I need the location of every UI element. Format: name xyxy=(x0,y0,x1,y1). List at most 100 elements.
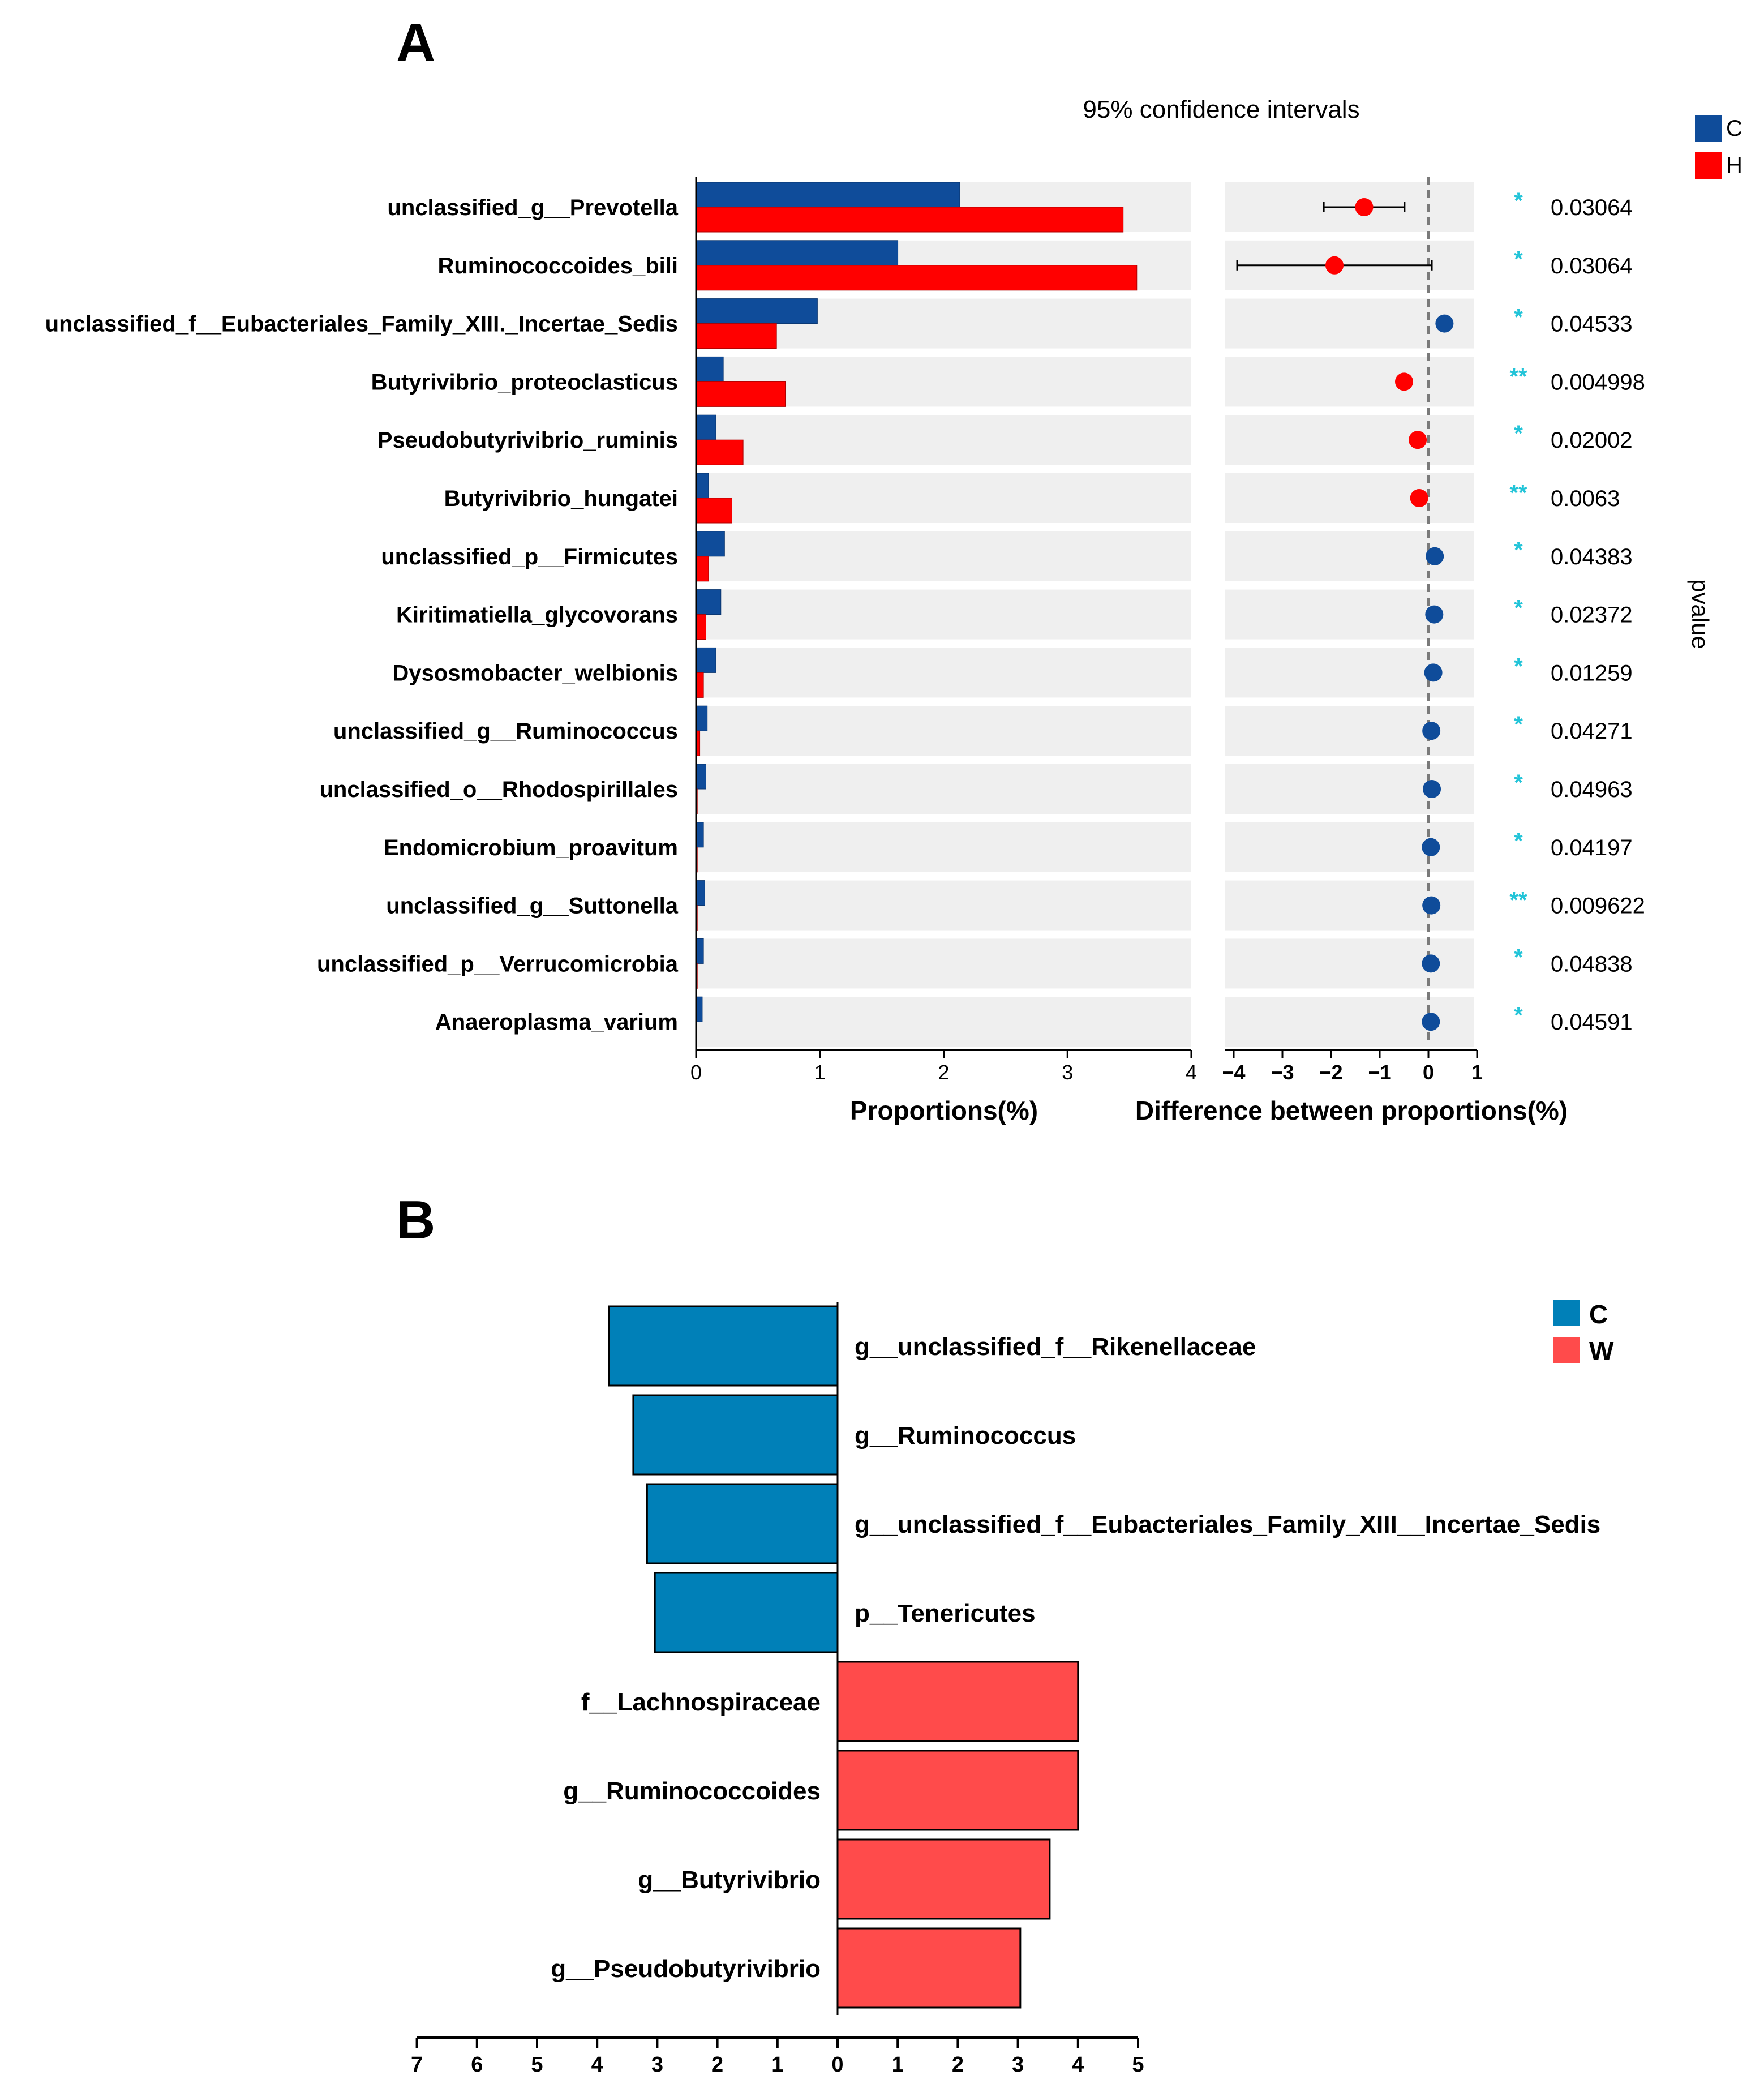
x-tick-label: 7 xyxy=(411,2053,423,2077)
panel-a-bars xyxy=(696,182,1138,1022)
panel-a-legend: C H xyxy=(1695,115,1742,179)
pvalue-text: 0.02002 xyxy=(1551,428,1633,453)
bar-row-background xyxy=(696,822,1191,872)
x-tick-label: 1 xyxy=(892,2053,904,2077)
bar-h xyxy=(696,614,706,640)
ci-x-tick-label: 0 xyxy=(1423,1061,1434,1084)
category-label: Kiritimatiella_glycovorans xyxy=(396,603,678,628)
ci-x-tick-label: 1 xyxy=(1471,1061,1483,1084)
x-tick-label: 1 xyxy=(771,2053,783,2077)
bar-c xyxy=(696,356,724,382)
panel-a-category-labels: unclassified_g__Prevotella Ruminococcoide… xyxy=(45,195,679,1035)
ci-point xyxy=(1422,722,1441,740)
bar-h xyxy=(696,381,786,407)
category-label: Butyrivibrio_hungatei xyxy=(444,486,678,511)
significance-mark: * xyxy=(1514,596,1523,621)
bar-c xyxy=(696,473,709,499)
legend-swatch-c xyxy=(1695,115,1722,142)
ci-point xyxy=(1410,489,1428,507)
ci-point xyxy=(1422,1013,1440,1031)
pvalue-text: 0.04197 xyxy=(1551,835,1633,860)
significance-mark: ** xyxy=(1509,888,1527,913)
legend-label-c: C xyxy=(1726,116,1742,141)
pvalue-text: 0.03064 xyxy=(1551,195,1633,220)
category-label: unclassified_f__Eubacteriales_Family_XII… xyxy=(45,312,678,337)
significance-mark: * xyxy=(1514,829,1523,854)
legend-swatch-h xyxy=(1695,152,1722,179)
x-tick-label: 3 xyxy=(651,2053,663,2077)
legend-label-w-b: W xyxy=(1589,1336,1614,1366)
panel-a-ci-x-axis-label: Difference between proportions(%) xyxy=(1135,1096,1568,1125)
ci-x-tick-label: −3 xyxy=(1271,1061,1294,1084)
legend-label-h: H xyxy=(1726,153,1742,178)
category-label: g__Butyrivibrio xyxy=(638,1866,821,1894)
bar-c xyxy=(696,880,705,906)
bar-c xyxy=(696,764,706,790)
bar-c xyxy=(696,589,722,615)
bar-row-background xyxy=(696,997,1191,1047)
x-tick-label: 3 xyxy=(1062,1061,1073,1084)
panel-b-letter: B xyxy=(396,1190,435,1250)
bar-row-background xyxy=(696,589,1191,640)
bar-c xyxy=(696,996,703,1022)
significance-mark: * xyxy=(1514,247,1523,272)
category-label: unclassified_g__Suttonella xyxy=(386,894,678,919)
pvalue-text: 0.009622 xyxy=(1551,894,1645,919)
bar-c xyxy=(696,938,704,964)
panel-b-x-axis: 7 6 5 4 3 2 1 0 1 2 3 4 5 xyxy=(411,1302,1144,2077)
category-label: unclassified_p__Verrucomicrobia xyxy=(317,951,679,976)
significance-mark: * xyxy=(1514,538,1523,563)
pvalue-axis-label: pvalue xyxy=(1687,579,1714,649)
ci-row-background xyxy=(1225,298,1474,349)
legend-label-c-b: C xyxy=(1589,1300,1608,1329)
bar-c xyxy=(696,240,899,266)
x-tick-label: 4 xyxy=(1072,2053,1084,2077)
x-tick-label: 6 xyxy=(471,2053,483,2077)
bar-row-background xyxy=(696,880,1191,931)
significance-mark: * xyxy=(1514,1003,1523,1028)
significance-mark: * xyxy=(1514,945,1523,970)
pvalue-text: 0.03064 xyxy=(1551,254,1633,278)
ci-point xyxy=(1425,605,1444,624)
pvalue-text: 0.04533 xyxy=(1551,312,1633,337)
ci-x-tick-label: −1 xyxy=(1368,1061,1391,1084)
ci-row-background xyxy=(1225,473,1474,523)
panel-b-category-labels: g__unclassified_f__Rikenellaceae g__Rumin… xyxy=(551,1333,1600,1983)
category-label: g__Ruminococcus xyxy=(855,1422,1076,1450)
pvalue-text: 0.04838 xyxy=(1551,951,1633,976)
bar-c xyxy=(696,531,725,557)
category-label: g__Ruminococcoides xyxy=(563,1777,821,1805)
category-label: g__unclassified_f__Rikenellaceae xyxy=(855,1333,1256,1361)
bar-row-background xyxy=(696,706,1191,756)
bar-c xyxy=(632,1394,839,1476)
significance-mark: * xyxy=(1514,305,1523,330)
ci-point xyxy=(1422,954,1440,973)
bar-c xyxy=(608,1305,839,1387)
bar-row-background xyxy=(696,473,1191,523)
pvalue-column: * 0.03064* 0.03064* 0.04533** 0.004998* 0.020… xyxy=(1509,188,1645,1035)
bar-h xyxy=(696,672,704,698)
category-label: Dysosmobacter_welbionis xyxy=(392,661,678,685)
pvalue-text: 0.04963 xyxy=(1551,777,1633,802)
x-tick-label: 4 xyxy=(591,2053,603,2077)
bar-row-background xyxy=(696,938,1191,989)
bar-c xyxy=(696,822,704,848)
significance-mark: ** xyxy=(1509,481,1527,505)
pvalue-text: 0.02372 xyxy=(1551,603,1633,628)
pvalue-text: 0.0063 xyxy=(1551,486,1620,511)
ci-points xyxy=(1236,198,1454,1031)
category-label: Ruminococcoides_bili xyxy=(437,254,678,278)
x-tick-label: 2 xyxy=(952,2053,964,2077)
x-tick-label: 2 xyxy=(711,2053,723,2077)
panel-a-letter: A xyxy=(396,12,435,73)
bar-c xyxy=(696,182,960,208)
category-label: Butyrivibrio_proteoclasticus xyxy=(371,370,678,395)
ci-point xyxy=(1409,431,1427,449)
x-tick-label: 0 xyxy=(690,1061,702,1084)
category-label: Anaeroplasma_varium xyxy=(435,1010,678,1035)
category-label: unclassified_g__Prevotella xyxy=(387,195,678,220)
ci-point xyxy=(1355,198,1374,216)
legend-swatch-w-b xyxy=(1553,1337,1580,1363)
ci-point xyxy=(1423,780,1441,798)
